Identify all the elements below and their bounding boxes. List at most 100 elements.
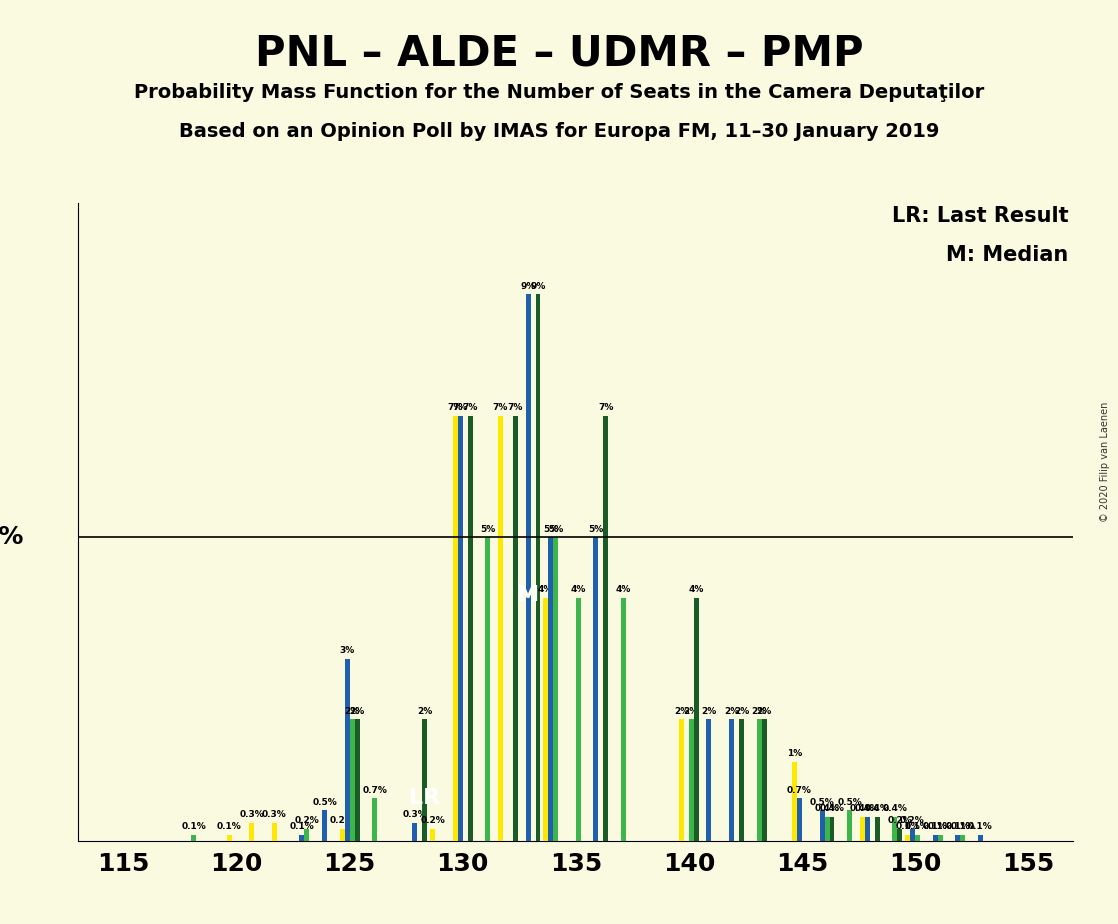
- Text: 0.1%: 0.1%: [906, 822, 930, 831]
- Text: 5%: 5%: [548, 525, 563, 533]
- Text: 7%: 7%: [493, 403, 509, 412]
- Bar: [350, 720, 354, 841]
- Bar: [594, 537, 598, 841]
- Bar: [910, 829, 915, 841]
- Text: 7%: 7%: [447, 403, 463, 412]
- Bar: [536, 295, 540, 841]
- Text: 0.2%: 0.2%: [330, 816, 354, 825]
- Bar: [467, 416, 473, 841]
- Text: 7%: 7%: [463, 403, 477, 412]
- Bar: [819, 810, 824, 841]
- Bar: [513, 416, 518, 841]
- Text: 0.7%: 0.7%: [362, 785, 387, 795]
- Text: 5%: 5%: [480, 525, 495, 533]
- Text: 7%: 7%: [508, 403, 523, 412]
- Bar: [430, 829, 435, 841]
- Text: 2%: 2%: [417, 707, 433, 716]
- Bar: [553, 537, 558, 841]
- Bar: [757, 720, 761, 841]
- Text: 0.3%: 0.3%: [402, 810, 427, 819]
- Bar: [707, 720, 711, 841]
- Text: 0.4%: 0.4%: [882, 804, 908, 813]
- Text: 0.4%: 0.4%: [815, 804, 840, 813]
- Text: 0.1%: 0.1%: [217, 822, 241, 831]
- Text: 2%: 2%: [757, 707, 771, 716]
- Text: 2%: 2%: [674, 707, 689, 716]
- Text: 4%: 4%: [616, 585, 632, 594]
- Text: 5%: 5%: [588, 525, 604, 533]
- Text: 0.2%: 0.2%: [888, 816, 912, 825]
- Text: 0.1%: 0.1%: [968, 822, 993, 831]
- Text: 0.2%: 0.2%: [420, 816, 445, 825]
- Bar: [300, 834, 304, 841]
- Bar: [272, 822, 277, 841]
- Bar: [679, 720, 684, 841]
- Bar: [830, 817, 834, 841]
- Bar: [322, 810, 326, 841]
- Bar: [340, 829, 344, 841]
- Text: 0.2%: 0.2%: [294, 816, 320, 825]
- Bar: [898, 829, 902, 841]
- Bar: [372, 798, 377, 841]
- Bar: [423, 720, 427, 841]
- Bar: [604, 416, 608, 841]
- Text: 1%: 1%: [787, 749, 802, 759]
- Text: 4%: 4%: [570, 585, 586, 594]
- Text: 0.1%: 0.1%: [290, 822, 314, 831]
- Bar: [797, 798, 802, 841]
- Bar: [576, 598, 580, 841]
- Bar: [249, 822, 254, 841]
- Bar: [932, 834, 938, 841]
- Text: 2%: 2%: [350, 707, 364, 716]
- Text: 0.7%: 0.7%: [787, 785, 812, 795]
- Bar: [227, 834, 231, 841]
- Bar: [548, 537, 553, 841]
- Text: 0.1%: 0.1%: [181, 822, 206, 831]
- Bar: [892, 817, 898, 841]
- Bar: [525, 295, 531, 841]
- Bar: [304, 829, 310, 841]
- Text: 0.1%: 0.1%: [928, 822, 953, 831]
- Text: 0.4%: 0.4%: [855, 804, 880, 813]
- Text: 7%: 7%: [598, 403, 614, 412]
- Text: 0.1%: 0.1%: [946, 822, 970, 831]
- Text: PNL – ALDE – UDMR – PMP: PNL – ALDE – UDMR – PMP: [255, 32, 863, 74]
- Bar: [978, 834, 983, 841]
- Text: 0.3%: 0.3%: [262, 810, 286, 819]
- Bar: [960, 834, 965, 841]
- Bar: [694, 598, 699, 841]
- Bar: [498, 416, 503, 841]
- Text: 2%: 2%: [344, 707, 360, 716]
- Bar: [739, 720, 743, 841]
- Text: 3%: 3%: [340, 646, 354, 655]
- Text: 2%: 2%: [684, 707, 699, 716]
- Text: LR: LR: [409, 788, 440, 808]
- Text: M: M: [517, 585, 539, 605]
- Bar: [865, 817, 870, 841]
- Bar: [413, 822, 417, 841]
- Text: 0.4%: 0.4%: [819, 804, 844, 813]
- Text: © 2020 Filip van Laenen: © 2020 Filip van Laenen: [1100, 402, 1110, 522]
- Bar: [729, 720, 735, 841]
- Bar: [955, 834, 960, 841]
- Bar: [354, 720, 360, 841]
- Text: 0.4%: 0.4%: [850, 804, 874, 813]
- Bar: [938, 834, 942, 841]
- Text: 0.2%: 0.2%: [900, 816, 925, 825]
- Text: 2%: 2%: [733, 707, 749, 716]
- Bar: [825, 817, 830, 841]
- Text: 2%: 2%: [701, 707, 717, 716]
- Bar: [761, 720, 767, 841]
- Text: M: Median: M: Median: [946, 245, 1069, 264]
- Bar: [191, 834, 197, 841]
- Text: 0.3%: 0.3%: [239, 810, 264, 819]
- Text: 4%: 4%: [538, 585, 553, 594]
- Text: LR: Last Result: LR: Last Result: [892, 206, 1069, 226]
- Text: 5%: 5%: [543, 525, 558, 533]
- Text: 0.1%: 0.1%: [922, 822, 947, 831]
- Text: 9%: 9%: [520, 282, 536, 291]
- Text: 0.5%: 0.5%: [809, 797, 834, 807]
- Bar: [906, 834, 910, 841]
- Text: 0.1%: 0.1%: [950, 822, 975, 831]
- Text: 2%: 2%: [724, 707, 739, 716]
